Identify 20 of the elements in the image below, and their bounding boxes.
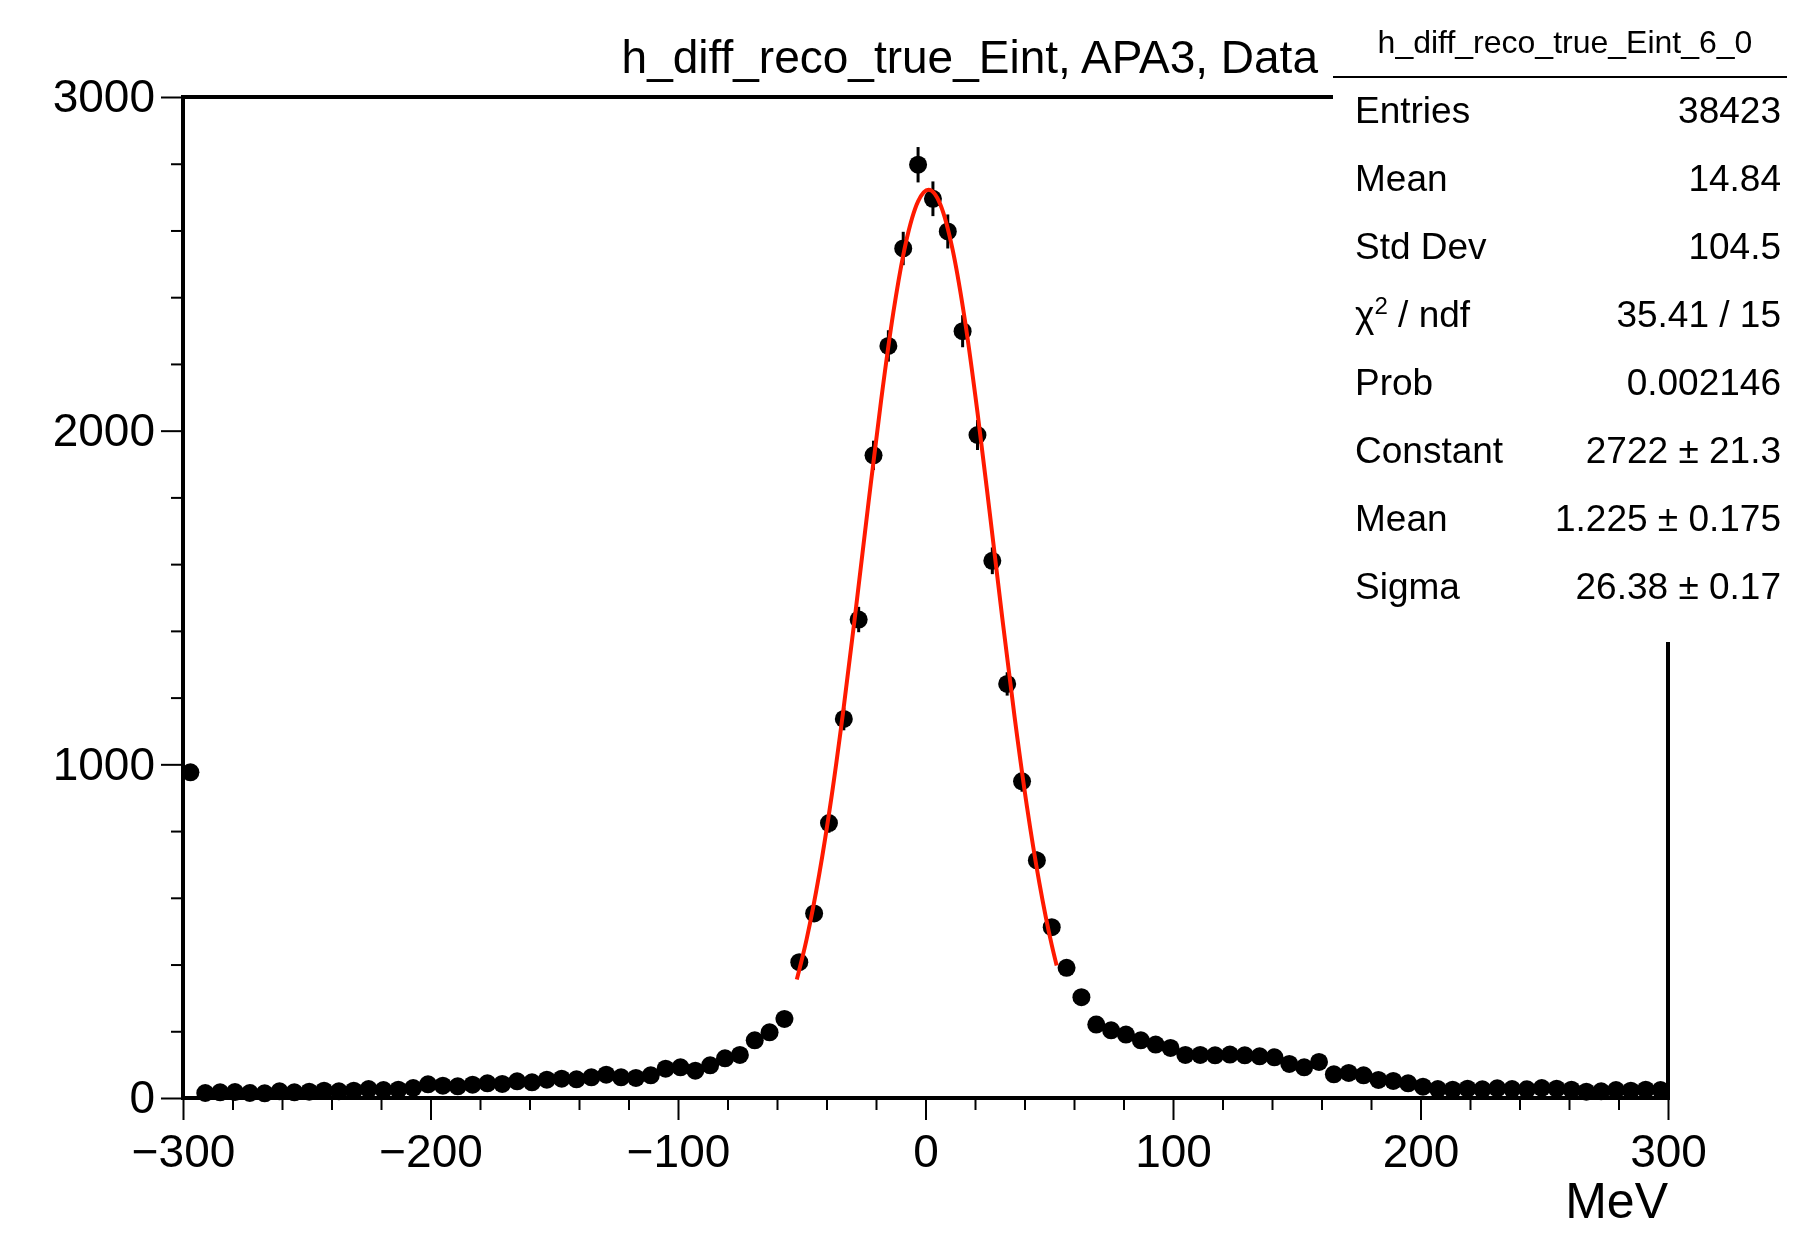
text: Entries 38423 bbox=[1355, 90, 1781, 131]
text: Mean 14.84 bbox=[1355, 158, 1781, 199]
y-tick-label: 1000 bbox=[52, 737, 155, 790]
x-tick-label: 200 bbox=[1382, 1124, 1460, 1177]
text: h_diff_reco_true_Eint_6_0 bbox=[1377, 24, 1753, 60]
text: Std Dev 104.5 bbox=[1355, 226, 1781, 267]
text: Constant 2722 ± 21.3 bbox=[1355, 430, 1781, 471]
text: Sigma 26.38 ± 0.17 bbox=[1355, 566, 1781, 607]
y-tick-label: 2000 bbox=[52, 403, 155, 456]
x-tick-label: 100 bbox=[1135, 1124, 1212, 1177]
chart-title: h_diff_reco_true_Eint, APA3, Data bbox=[621, 31, 1319, 83]
x-tick-label: 0 bbox=[913, 1124, 939, 1177]
y-tick-label: 3000 bbox=[52, 70, 155, 123]
y-tick-label: 0 bbox=[129, 1071, 155, 1124]
text: χ$^{2}$ / ndf 35.41 / 15 bbox=[1355, 291, 1781, 335]
x-tick-label: −200 bbox=[379, 1124, 483, 1177]
text: Mean 1.225 ± 0.175 bbox=[1355, 498, 1781, 539]
text: Prob 0.002146 bbox=[1355, 362, 1781, 403]
x-tick-label: −300 bbox=[131, 1124, 236, 1177]
x-tick-label: −100 bbox=[626, 1124, 731, 1177]
